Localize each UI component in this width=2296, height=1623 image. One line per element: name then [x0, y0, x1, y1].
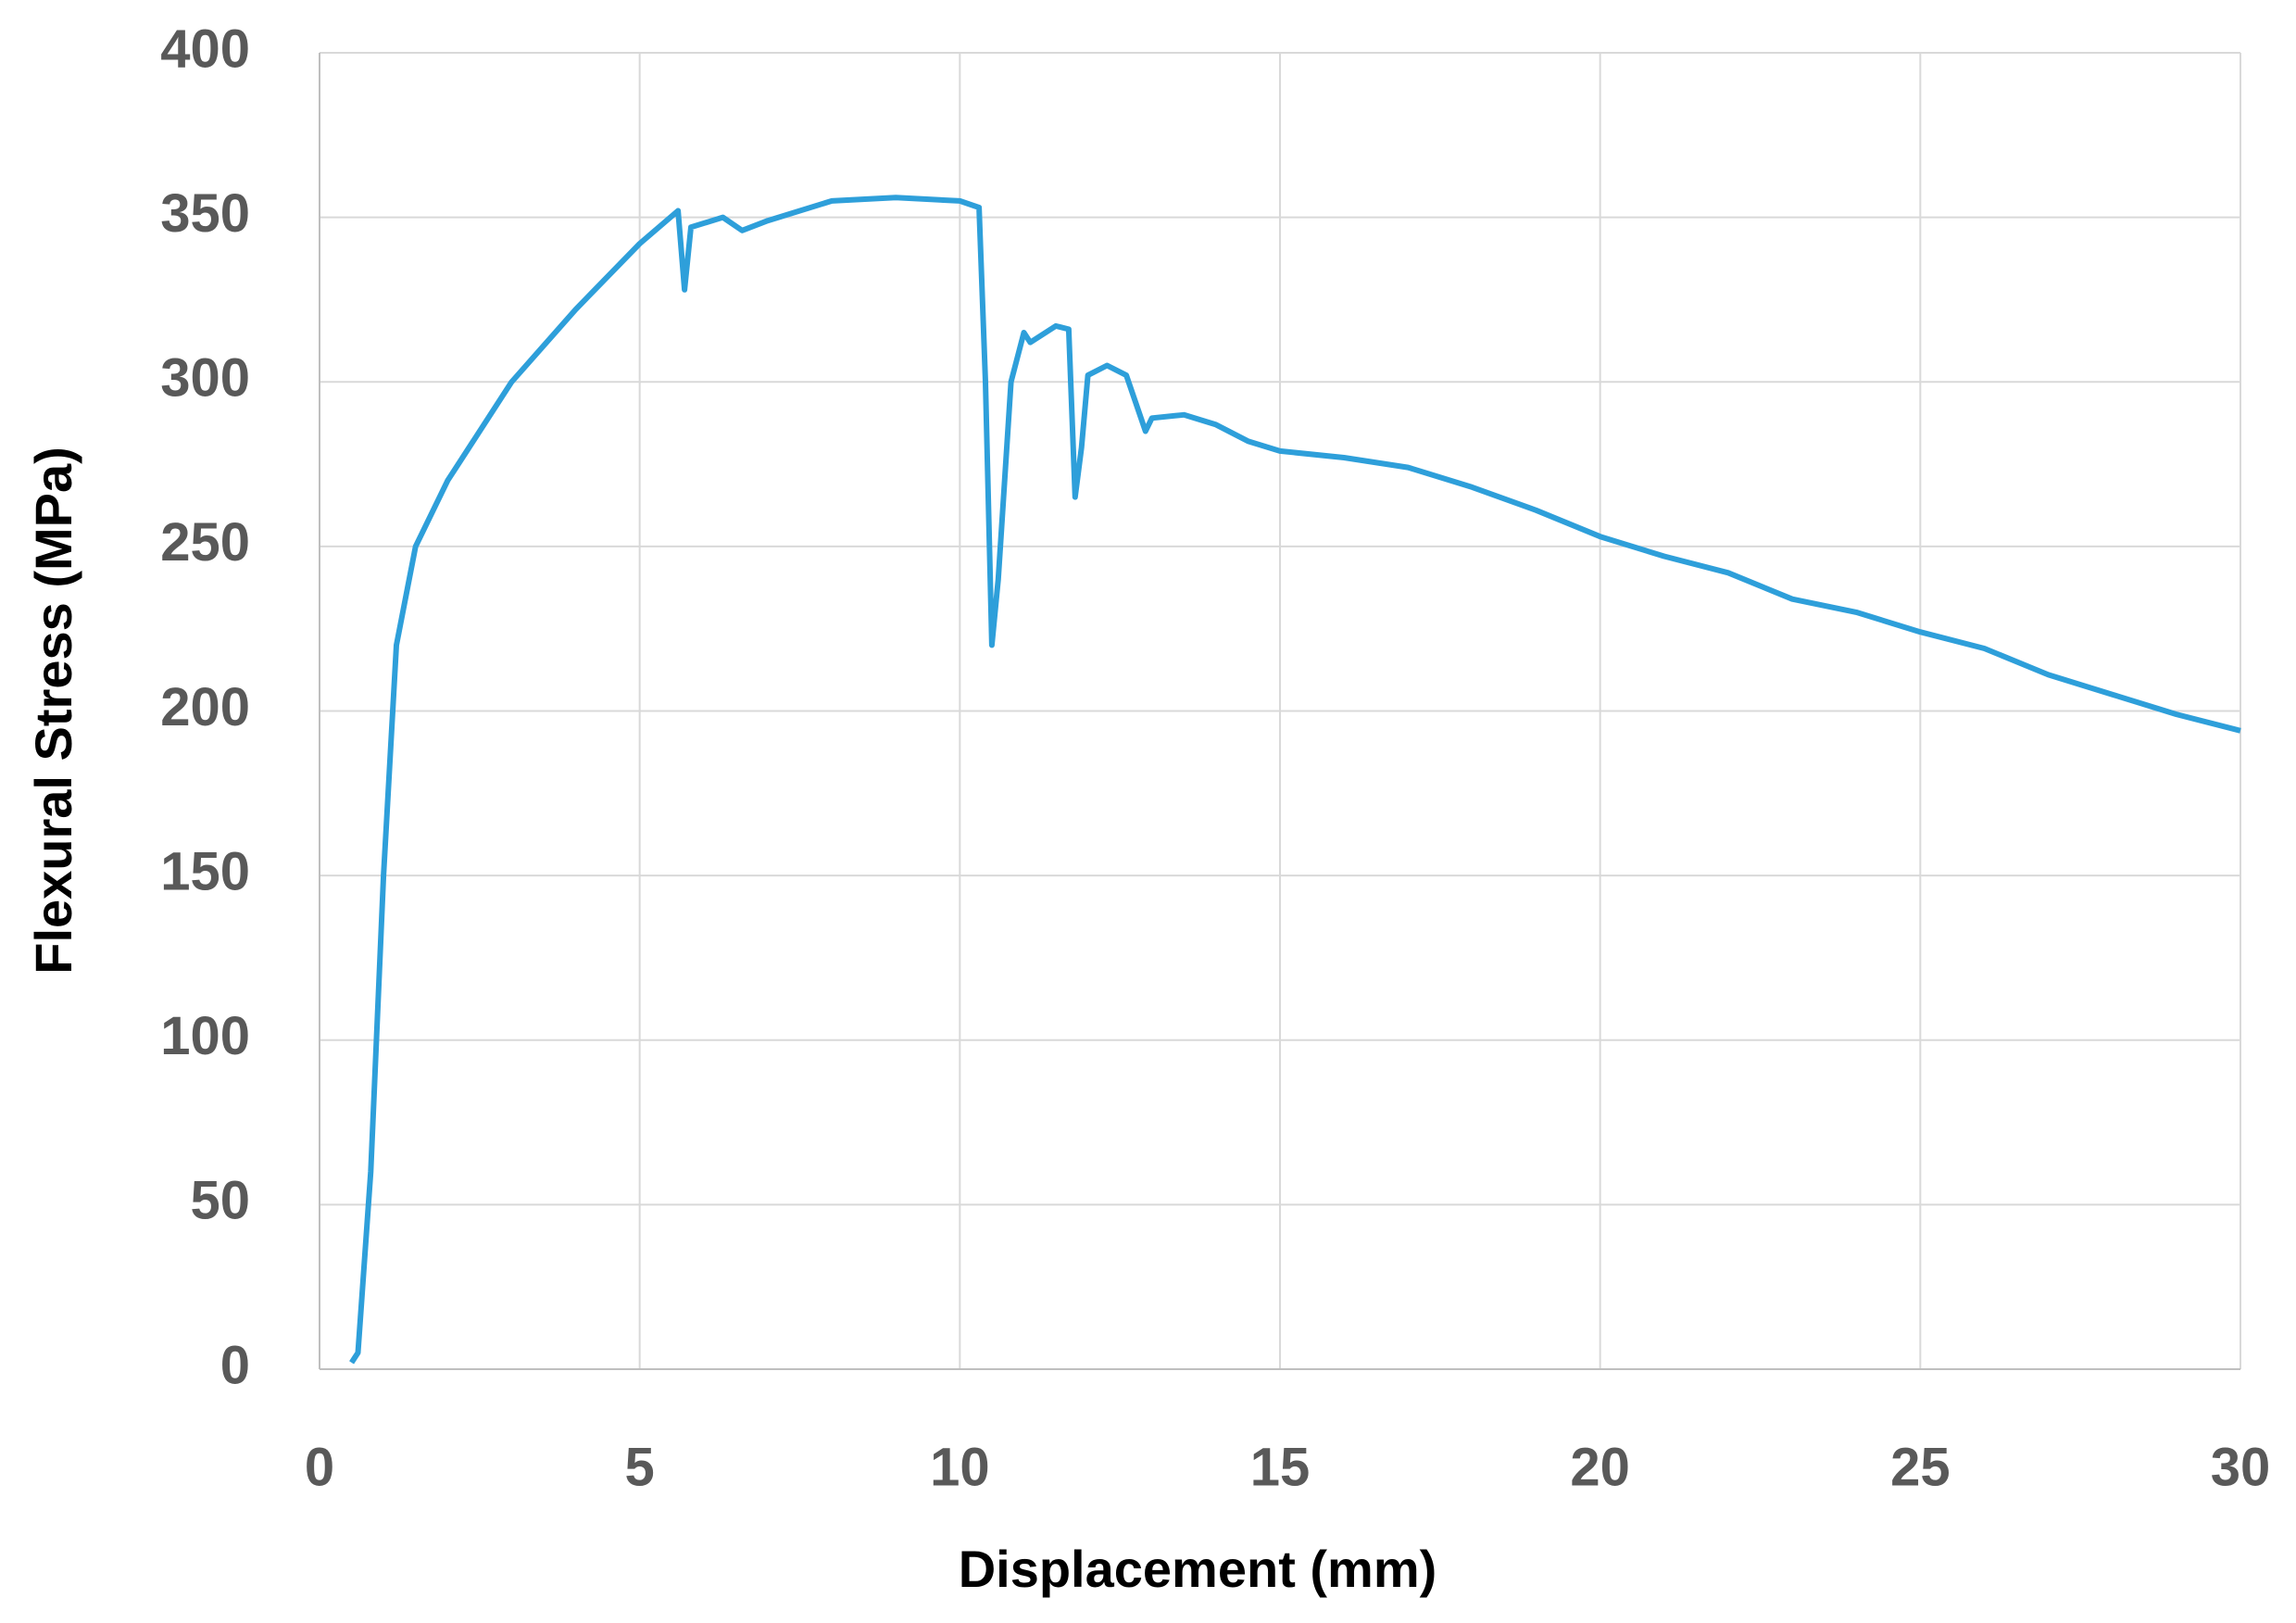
x-tick-label: 20 — [1570, 1437, 1630, 1497]
y-tick-label: 150 — [160, 841, 250, 901]
y-tick-label: 300 — [160, 348, 250, 409]
x-tick-label: 15 — [1250, 1437, 1311, 1497]
x-axis-title: Displacement (mm) — [959, 1540, 1437, 1598]
data-line — [349, 195, 2241, 1365]
y-axis-title: Flexural Stress (MPa) — [24, 447, 82, 975]
y-tick-label: 0 — [220, 1335, 250, 1395]
y-tick-label: 350 — [160, 183, 250, 244]
x-tick-label: 30 — [2211, 1437, 2271, 1497]
x-tick-label: 0 — [305, 1437, 334, 1497]
x-tick-label: 5 — [625, 1437, 655, 1497]
y-tick-label: 400 — [160, 19, 250, 79]
y-tick-label: 50 — [190, 1171, 250, 1231]
y-tick-label: 250 — [160, 512, 250, 572]
x-tick-label: 10 — [930, 1437, 990, 1497]
y-tick-label: 200 — [160, 677, 250, 737]
y-tick-label: 100 — [160, 1006, 250, 1066]
x-tick-label: 25 — [1890, 1437, 1951, 1497]
